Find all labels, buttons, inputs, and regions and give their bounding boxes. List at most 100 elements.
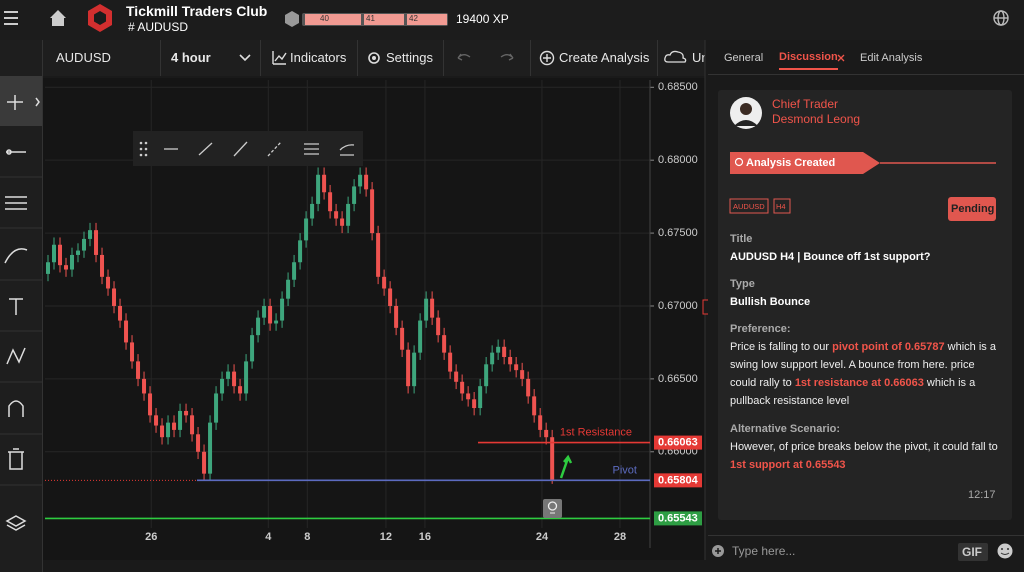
- candle-body: [532, 396, 537, 416]
- candle-body: [178, 410, 183, 430]
- candle-body: [280, 298, 285, 321]
- field-label: Title: [730, 233, 753, 245]
- indicators[interactable]: Indicators: [290, 50, 347, 65]
- candle-body: [226, 371, 231, 379]
- level-label: 1st Resistance: [560, 426, 632, 438]
- y-tick-label: 0.68000: [658, 154, 698, 166]
- message-input[interactable]: Type here...: [732, 544, 796, 558]
- idea-icon[interactable]: [543, 499, 562, 518]
- candle-body: [406, 349, 411, 387]
- candle-body: [166, 422, 171, 438]
- tool-icons: [0, 76, 42, 531]
- settings[interactable]: Settings: [386, 50, 433, 65]
- candle-body: [88, 230, 93, 239]
- candle-body: [298, 240, 303, 263]
- candle-body: [430, 298, 435, 318]
- candle-body: [484, 364, 489, 387]
- candle-body: [328, 192, 333, 212]
- top-icons: [4, 4, 1009, 32]
- author-name[interactable]: Desmond Leong: [772, 112, 861, 126]
- field-label: Alternative Scenario:: [730, 423, 841, 435]
- tab-active[interactable]: Discussion: [779, 51, 838, 70]
- candle-body: [106, 276, 111, 289]
- globe-icon[interactable]: [993, 10, 1009, 26]
- candle-body: [172, 422, 177, 430]
- highlight: 1st support at 0.65543: [730, 459, 846, 471]
- candle-body: [190, 415, 195, 435]
- tab[interactable]: Edit Analysis: [860, 52, 923, 64]
- brush-tool[interactable]: [4, 248, 28, 264]
- tool-sidebar: [0, 40, 43, 572]
- candle-body: [550, 437, 555, 480]
- level-label: Pivot: [613, 464, 637, 476]
- tab[interactable]: General: [724, 52, 764, 64]
- candle-body: [496, 346, 501, 353]
- draw-segment[interactable]: [198, 142, 213, 156]
- dropdown-icon[interactable]: [239, 54, 251, 62]
- x-tick-label: 8: [304, 531, 310, 543]
- home-icon[interactable]: [50, 10, 66, 26]
- field-label: Type: [730, 278, 755, 290]
- candle-body: [292, 262, 297, 280]
- redo[interactable]: [500, 53, 514, 61]
- candle-body: [448, 352, 453, 372]
- candle-body: [160, 425, 165, 438]
- field-value: Bullish Bounce: [730, 296, 811, 308]
- fib-tool[interactable]: [5, 196, 27, 210]
- tab-close[interactable]: [836, 53, 846, 63]
- candle-body: [286, 279, 291, 299]
- candle-body: [214, 393, 219, 423]
- y-tick-label: 0.67500: [658, 227, 698, 239]
- x-tick-label: 26: [145, 531, 157, 543]
- text-run: which is a pullback resistance level: [730, 377, 976, 407]
- candle-body: [136, 361, 141, 379]
- pattern-tool[interactable]: [6, 347, 26, 365]
- draw-extended[interactable]: [267, 141, 282, 157]
- truncated-button[interactable]: Ur: [692, 50, 705, 65]
- timestamp: 12:17: [968, 489, 996, 501]
- candle-body: [100, 254, 105, 277]
- status-button[interactable]: [948, 197, 996, 221]
- draw-channel[interactable]: [304, 143, 319, 155]
- candle-body: [472, 399, 477, 409]
- app-title: Tickmill Traders Club: [126, 3, 268, 19]
- candle-body: [76, 250, 81, 255]
- panel-handle[interactable]: [702, 299, 708, 315]
- magnet-tool[interactable]: [8, 400, 24, 417]
- delete-tool[interactable]: [8, 448, 24, 470]
- status: Pending: [951, 203, 995, 215]
- text-tool[interactable]: [9, 298, 23, 315]
- channel[interactable]: # AUDUSD: [128, 20, 189, 34]
- layers-tool[interactable]: [5, 515, 27, 531]
- gif-button[interactable]: [958, 543, 988, 561]
- banner: [730, 152, 880, 174]
- card-graphics: [729, 97, 996, 221]
- crosshair-tool[interactable]: [7, 95, 23, 110]
- draw-pitchfork[interactable]: [339, 144, 355, 156]
- menu-icon[interactable]: [4, 11, 18, 25]
- candle-body: [268, 305, 273, 324]
- tag-text: AUDUSD: [733, 202, 765, 211]
- emoji-button[interactable]: [997, 543, 1013, 559]
- draw-line[interactable]: [233, 141, 248, 157]
- candle-body: [478, 386, 483, 409]
- undo[interactable]: [457, 53, 471, 61]
- interval[interactable]: 4 hour: [171, 50, 211, 65]
- candle-body: [322, 174, 327, 193]
- x-tick-label: 16: [419, 531, 431, 543]
- highlight: 1st resistance at 0.66063: [794, 377, 924, 389]
- y-tick-label: 0.66500: [658, 373, 698, 385]
- chart-overlay: [133, 131, 708, 518]
- symbol[interactable]: AUDUSD: [56, 50, 111, 65]
- candle-body: [442, 335, 447, 353]
- create-analysis[interactable]: Create Analysis: [559, 50, 650, 65]
- candle-body: [358, 174, 363, 187]
- x-tick-label: 12: [380, 531, 392, 543]
- text-run: which is a swing low support level. A bo…: [730, 341, 996, 389]
- x-tick-label: 4: [265, 531, 272, 543]
- candle-body: [520, 370, 525, 379]
- candle-body: [382, 276, 387, 289]
- level: 42: [409, 14, 418, 23]
- candle-body: [196, 434, 201, 452]
- candle-body: [508, 357, 513, 365]
